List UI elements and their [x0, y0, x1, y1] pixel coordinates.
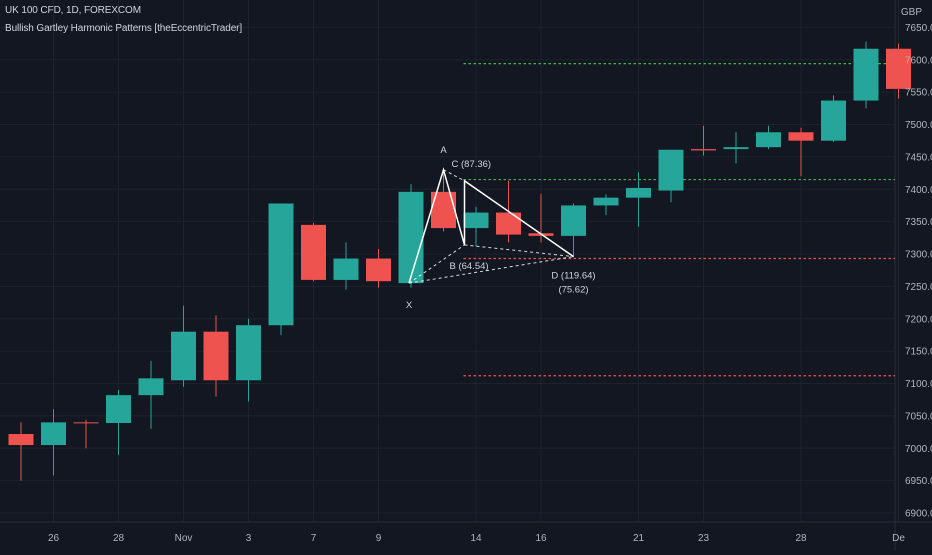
pattern-xb-line: [408, 244, 465, 284]
price-tick-label: 7050.0: [905, 411, 932, 422]
point-label-b: B (64.54): [450, 261, 489, 272]
time-tick-label: 7: [311, 533, 317, 544]
time-tick-label: 14: [470, 533, 482, 544]
candle-body: [463, 212, 489, 229]
time-tick-label: 9: [376, 533, 382, 544]
indicator-title[interactable]: Bullish Gartley Harmonic Patterns [theEc…: [5, 23, 243, 34]
pattern-bd-line: [464, 244, 574, 258]
price-tick-label: 6900.0: [905, 509, 932, 520]
candle-body: [171, 331, 196, 381]
candle-body: [886, 48, 911, 89]
time-tick-label: 21: [633, 533, 645, 544]
candle-body: [756, 132, 781, 148]
price-tick-label: 7550.0: [905, 88, 932, 99]
price-axis[interactable]: 6900.0 6950.0 7000.0 7050.0 7100.0 7150.0 7200…: [905, 23, 932, 520]
price-tick-label: 7100.0: [905, 379, 932, 390]
time-tick-label: 26: [48, 533, 60, 544]
price-tick-label: 7600.0: [905, 55, 932, 66]
time-tick-label: De: [892, 533, 905, 544]
symbol-title[interactable]: UK 100 CFD, 1D, FOREXCOM: [5, 5, 141, 16]
candle-body: [658, 149, 684, 191]
harmonic-pattern: X A C (87.36) B (64.54) D (119.64) (75.62): [406, 145, 596, 311]
price-tick-label: 6950.0: [905, 476, 932, 487]
price-tick-label: 7200.0: [905, 314, 932, 325]
candle-body: [268, 203, 294, 326]
candle-body: [41, 422, 66, 446]
time-tick-label: 16: [535, 533, 547, 544]
candle-body: [691, 149, 716, 151]
point-label-c: C (87.36): [452, 159, 492, 170]
candle-body: [301, 224, 326, 280]
pattern-ac-line: [443, 169, 465, 182]
candle-body: [853, 48, 879, 101]
candle-body: [593, 197, 619, 206]
price-tick-label: 7000.0: [905, 444, 932, 455]
candle-body: [138, 378, 164, 396]
candle-body: [723, 147, 749, 150]
point-label-x: X: [406, 300, 413, 311]
price-tick-label: 7450.0: [905, 152, 932, 163]
point-label-a: A: [440, 145, 447, 156]
price-tick-label: 7400.0: [905, 185, 932, 196]
pattern-xd-line: [408, 256, 574, 284]
candle-body: [788, 132, 814, 141]
price-tick-label: 7650.0: [905, 23, 932, 34]
candle-body: [8, 434, 34, 446]
candle-body: [203, 331, 229, 381]
price-tick-label: 7150.0: [905, 347, 932, 358]
price-tick-label: 7250.0: [905, 282, 932, 293]
candle-body: [333, 258, 359, 280]
candles: [8, 41, 911, 481]
time-axis[interactable]: 26 28 Nov 3 7 9 14 16 21 23 28 De: [48, 533, 905, 544]
candle-body: [821, 100, 846, 141]
candle-body: [236, 325, 261, 381]
candle-body: [561, 205, 586, 236]
candle-body: [398, 191, 424, 284]
candle-body: [496, 212, 521, 235]
time-tick-label: 28: [113, 533, 125, 544]
time-tick-label: 28: [795, 533, 807, 544]
time-tick-label: 3: [246, 533, 252, 544]
price-tick-label: 7500.0: [905, 120, 932, 131]
price-tick-label: 7350.0: [905, 217, 932, 228]
time-tick-label: Nov: [175, 533, 193, 544]
currency-label: GBP: [900, 7, 922, 18]
point-label-d-ratio: (75.62): [558, 285, 588, 296]
candle-body: [626, 187, 651, 198]
time-tick-label: 23: [698, 533, 710, 544]
candle-body: [73, 422, 99, 424]
candle-body: [106, 395, 131, 423]
price-tick-label: 7300.0: [905, 250, 932, 261]
candle-body: [366, 258, 391, 282]
point-label-d: D (119.64): [551, 271, 595, 282]
